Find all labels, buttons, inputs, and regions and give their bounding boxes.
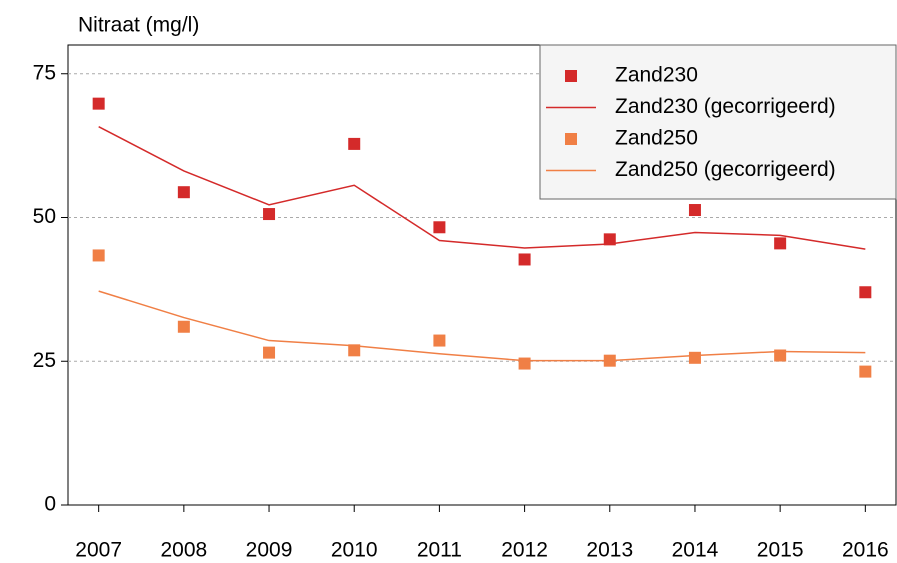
legend-label: Zand230 (gecorrigeerd) bbox=[615, 95, 836, 118]
data-point bbox=[348, 344, 361, 357]
x-tick-label: 2016 bbox=[842, 539, 889, 562]
data-point bbox=[92, 249, 105, 262]
x-tick-label: 2013 bbox=[586, 539, 633, 562]
x-tick-label: 2009 bbox=[246, 539, 293, 562]
data-point bbox=[859, 286, 872, 299]
legend-label: Zand250 bbox=[615, 127, 698, 150]
data-point bbox=[518, 357, 531, 370]
x-tick-label: 2011 bbox=[417, 539, 462, 562]
y-tick-label: 25 bbox=[33, 349, 56, 372]
data-point bbox=[263, 208, 276, 221]
data-point bbox=[433, 334, 446, 347]
data-point bbox=[774, 349, 787, 362]
data-point bbox=[774, 237, 787, 250]
data-point bbox=[688, 204, 701, 217]
x-tick-label: 2015 bbox=[757, 539, 804, 562]
x-tick-label: 2010 bbox=[331, 539, 378, 562]
legend-marker bbox=[565, 133, 577, 145]
series-line bbox=[98, 290, 866, 362]
data-point bbox=[603, 233, 616, 246]
data-point bbox=[859, 365, 872, 378]
y-tick-label: 0 bbox=[44, 493, 56, 516]
legend-box bbox=[539, 44, 897, 200]
y-tick-label: 50 bbox=[33, 205, 56, 228]
legend-marker bbox=[565, 70, 577, 82]
plot-frame bbox=[67, 44, 897, 506]
series-line bbox=[98, 125, 866, 250]
data-point bbox=[177, 320, 190, 333]
y-axis-label: Nitraat (mg/l) bbox=[78, 14, 199, 37]
data-point bbox=[433, 221, 446, 234]
x-tick-label: 2012 bbox=[501, 539, 548, 562]
legend-label: Zand230 bbox=[615, 64, 698, 87]
data-point bbox=[177, 186, 190, 199]
legend-label: Zand250 (gecorrigeerd) bbox=[615, 158, 836, 181]
data-point bbox=[518, 253, 531, 266]
data-point bbox=[688, 351, 701, 364]
x-tick-label: 2008 bbox=[160, 539, 207, 562]
x-tick-label: 2007 bbox=[75, 539, 122, 562]
y-tick-label: 75 bbox=[33, 61, 56, 84]
data-point bbox=[92, 97, 105, 110]
data-point bbox=[263, 346, 276, 359]
data-point bbox=[348, 137, 361, 150]
x-tick-label: 2014 bbox=[672, 539, 719, 562]
